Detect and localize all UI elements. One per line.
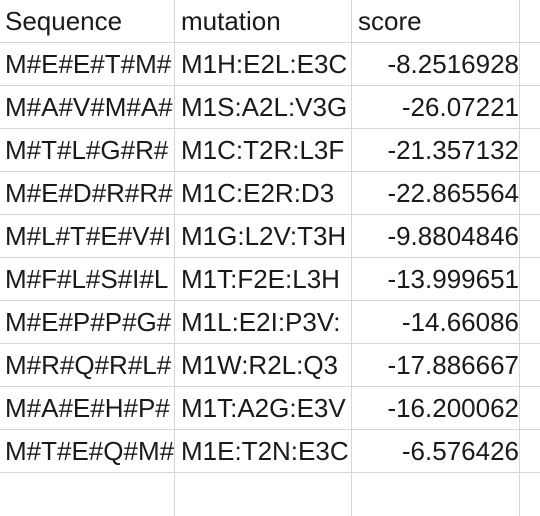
- table-row: M#E#P#P#G# M1L:E2I:P3V: -14.66086: [0, 301, 540, 344]
- cell-mutation[interactable]: M1G:L2V:T3H: [175, 215, 352, 257]
- table-row: M#F#L#S#I#L M1T:F2E:L3H -13.999651: [0, 258, 540, 301]
- table-row: M#A#V#M#A# M1S:A2L:V3G -26.07221: [0, 86, 540, 129]
- cell-mutation[interactable]: M1H:E2L:E3C: [175, 43, 352, 85]
- table-row: [0, 473, 540, 516]
- table-row: M#L#T#E#V#I M1G:L2V:T3H -9.8804846: [0, 215, 540, 258]
- empty-cell[interactable]: [520, 215, 540, 257]
- cell-mutation[interactable]: M1L:E2I:P3V:: [175, 301, 352, 343]
- cell-sequence[interactable]: M#E#E#T#M#: [0, 43, 175, 85]
- table-row: M#E#E#T#M# M1H:E2L:E3C -8.2516928: [0, 43, 540, 86]
- empty-cell[interactable]: [520, 43, 540, 85]
- table-row: M#R#Q#R#L# M1W:R2L:Q3 -17.886667: [0, 344, 540, 387]
- table-row: M#A#E#H#P# M1T:A2G:E3V -16.200062: [0, 387, 540, 430]
- empty-cell[interactable]: [352, 473, 520, 516]
- cell-score[interactable]: -9.8804846: [352, 215, 520, 257]
- cell-score[interactable]: -13.999651: [352, 258, 520, 300]
- empty-cell[interactable]: [520, 86, 540, 128]
- cell-score[interactable]: -6.576426: [352, 430, 520, 472]
- empty-cell[interactable]: [520, 258, 540, 300]
- cell-sequence[interactable]: M#A#E#H#P#: [0, 387, 175, 429]
- cell-mutation[interactable]: M1T:F2E:L3H: [175, 258, 352, 300]
- cell-score[interactable]: -21.357132: [352, 129, 520, 171]
- cell-mutation[interactable]: M1S:A2L:V3G: [175, 86, 352, 128]
- table-row: M#E#D#R#R# M1C:E2R:D3 -22.865564: [0, 172, 540, 215]
- header-cell-sequence[interactable]: Sequence: [0, 0, 175, 42]
- cell-score[interactable]: -8.2516928: [352, 43, 520, 85]
- empty-cell[interactable]: [520, 473, 540, 516]
- cell-mutation[interactable]: M1C:E2R:D3: [175, 172, 352, 214]
- cell-sequence[interactable]: M#E#D#R#R#: [0, 172, 175, 214]
- cell-score[interactable]: -17.886667: [352, 344, 520, 386]
- empty-cell[interactable]: [520, 172, 540, 214]
- cell-score[interactable]: -26.07221: [352, 86, 520, 128]
- cell-sequence[interactable]: M#E#P#P#G#: [0, 301, 175, 343]
- cell-sequence[interactable]: M#R#Q#R#L#: [0, 344, 175, 386]
- cell-score[interactable]: -22.865564: [352, 172, 520, 214]
- header-row: Sequence mutation score: [0, 0, 540, 43]
- empty-cell[interactable]: [520, 129, 540, 171]
- cell-sequence[interactable]: M#T#L#G#R#: [0, 129, 175, 171]
- table-row: M#T#E#Q#M# M1E:T2N:E3C -6.576426: [0, 430, 540, 473]
- empty-cell[interactable]: [0, 473, 175, 516]
- cell-sequence[interactable]: M#F#L#S#I#L: [0, 258, 175, 300]
- cell-score[interactable]: -16.200062: [352, 387, 520, 429]
- cell-sequence[interactable]: M#T#E#Q#M#: [0, 430, 175, 472]
- cell-sequence[interactable]: M#L#T#E#V#I: [0, 215, 175, 257]
- table-row: M#T#L#G#R# M1C:T2R:L3F -21.357132: [0, 129, 540, 172]
- empty-cell[interactable]: [520, 0, 540, 42]
- empty-cell[interactable]: [520, 430, 540, 472]
- cell-mutation[interactable]: M1E:T2N:E3C: [175, 430, 352, 472]
- empty-cell[interactable]: [520, 301, 540, 343]
- cell-mutation[interactable]: M1T:A2G:E3V: [175, 387, 352, 429]
- cell-sequence[interactable]: M#A#V#M#A#: [0, 86, 175, 128]
- header-cell-mutation[interactable]: mutation: [175, 0, 352, 42]
- cell-score[interactable]: -14.66086: [352, 301, 520, 343]
- cell-mutation[interactable]: M1W:R2L:Q3: [175, 344, 352, 386]
- cell-mutation[interactable]: M1C:T2R:L3F: [175, 129, 352, 171]
- empty-cell[interactable]: [520, 387, 540, 429]
- header-cell-score[interactable]: score: [352, 0, 520, 42]
- empty-cell[interactable]: [520, 344, 540, 386]
- empty-cell[interactable]: [175, 473, 352, 516]
